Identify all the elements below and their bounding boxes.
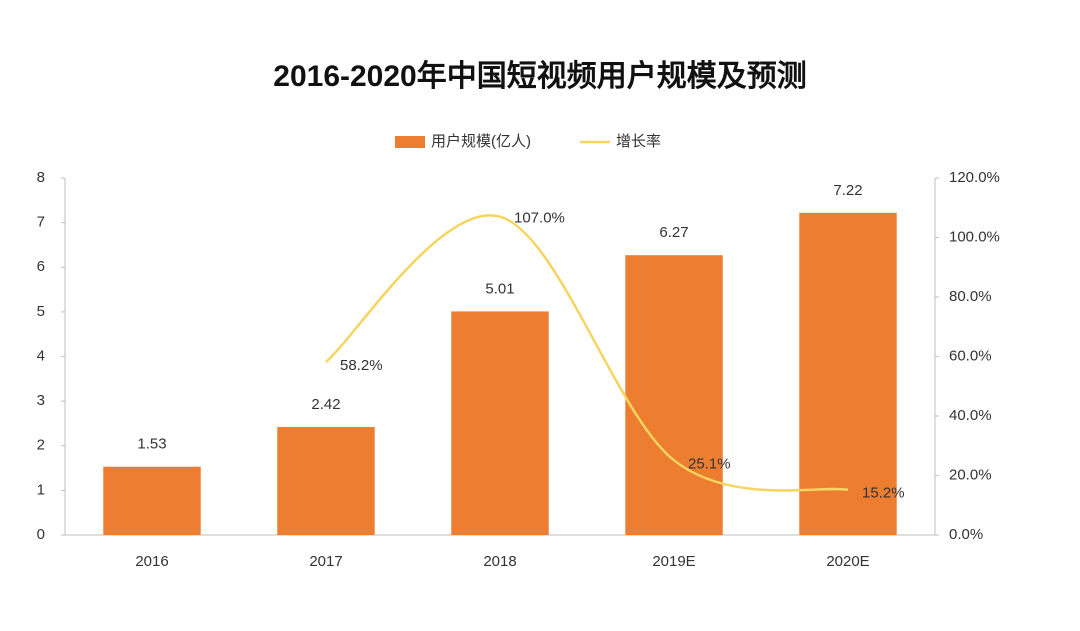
line-value-label: 15.2%	[862, 485, 905, 502]
y2-tick-label: 20.0%	[949, 466, 992, 483]
y2-tick-label: 120.0%	[949, 169, 1000, 186]
line	[325, 214, 849, 492]
bar-value-label: 7.22	[833, 182, 862, 199]
legend-swatch	[395, 136, 425, 148]
y2-tick-label: 40.0%	[949, 407, 992, 424]
y-tick-label: 7	[37, 214, 45, 231]
legend-label: 用户规模(亿人)	[431, 133, 531, 150]
x-tick-label: 2018	[483, 553, 516, 570]
bar	[799, 212, 897, 535]
chart-title: 2016-2020年中国短视频用户规模及预测	[273, 60, 806, 93]
x-tick-label: 2017	[309, 553, 342, 570]
y2-tick-label: 80.0%	[949, 288, 992, 305]
bar-value-label: 6.27	[659, 224, 688, 241]
y-tick-label: 3	[37, 392, 45, 409]
bar	[625, 255, 723, 536]
y-tick-label: 0	[37, 526, 45, 543]
y2-tick-label: 0.0%	[949, 526, 983, 543]
x-tick-label: 2016	[135, 553, 168, 570]
y-tick-label: 6	[37, 258, 45, 275]
x-tick-label: 2020E	[826, 553, 869, 570]
bar	[451, 311, 549, 535]
y2-tick-label: 60.0%	[949, 347, 992, 364]
bar-value-label: 1.53	[137, 436, 166, 453]
bar-value-label: 5.01	[485, 280, 514, 297]
y-tick-label: 1	[37, 481, 45, 498]
bar-value-label: 2.42	[311, 396, 340, 413]
y2-tick-label: 100.0%	[949, 228, 1000, 245]
line-value-label: 58.2%	[340, 357, 383, 374]
legend-label: 增长率	[616, 133, 661, 150]
y-tick-label: 2	[37, 437, 45, 454]
y-tick-label: 4	[37, 347, 45, 364]
bar	[103, 466, 201, 535]
x-tick-label: 2019E	[652, 553, 695, 570]
y-tick-label: 8	[37, 169, 45, 186]
line-value-label: 107.0%	[514, 210, 565, 227]
bar	[277, 427, 375, 535]
line-value-label: 25.1%	[688, 455, 731, 472]
y-tick-label: 5	[37, 303, 45, 320]
